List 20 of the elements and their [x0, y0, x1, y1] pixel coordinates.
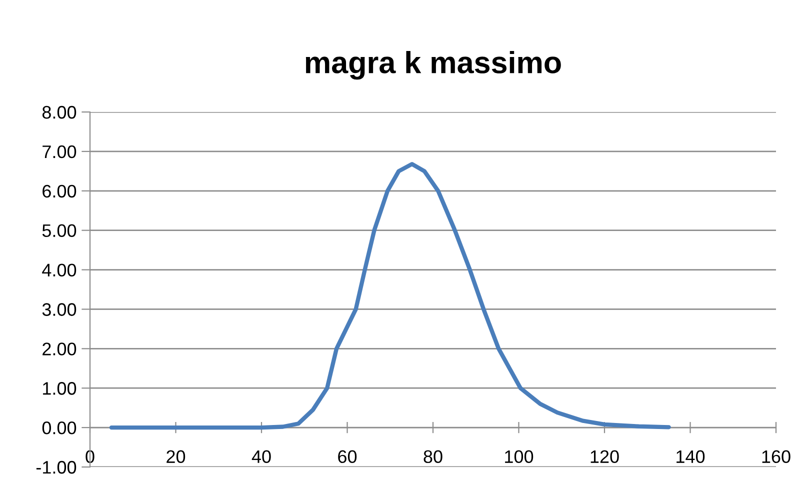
y-tick-label: 1.00 — [43, 382, 76, 395]
x-tick-label: 160 — [762, 450, 790, 464]
x-tick-label: 140 — [676, 450, 705, 464]
y-tick-label: 5.00 — [42, 224, 76, 238]
y-tick-label: 7.00 — [42, 145, 76, 158]
y-tick-label: 0.00 — [42, 421, 76, 434]
y-tick-label: 6.00 — [42, 184, 76, 198]
x-tick-label: 100 — [505, 450, 534, 464]
y-tick-label: 3.00 — [42, 303, 76, 316]
y-tick-label: 4.00 — [42, 264, 76, 276]
chart-title: magra k massimo — [306, 50, 561, 80]
y-tick-label: -1.00 — [36, 460, 76, 474]
x-tick-label: 40 — [252, 450, 271, 464]
y-tick-label: 8.00 — [42, 106, 76, 119]
x-tick-label: 20 — [166, 450, 186, 464]
x-tick-label: 80 — [424, 450, 442, 464]
line-series — [109, 162, 671, 430]
x-tick-label: 60 — [338, 450, 357, 464]
x-tick-label: 120 — [590, 450, 619, 464]
y-tick-label: 2.00 — [42, 342, 76, 356]
